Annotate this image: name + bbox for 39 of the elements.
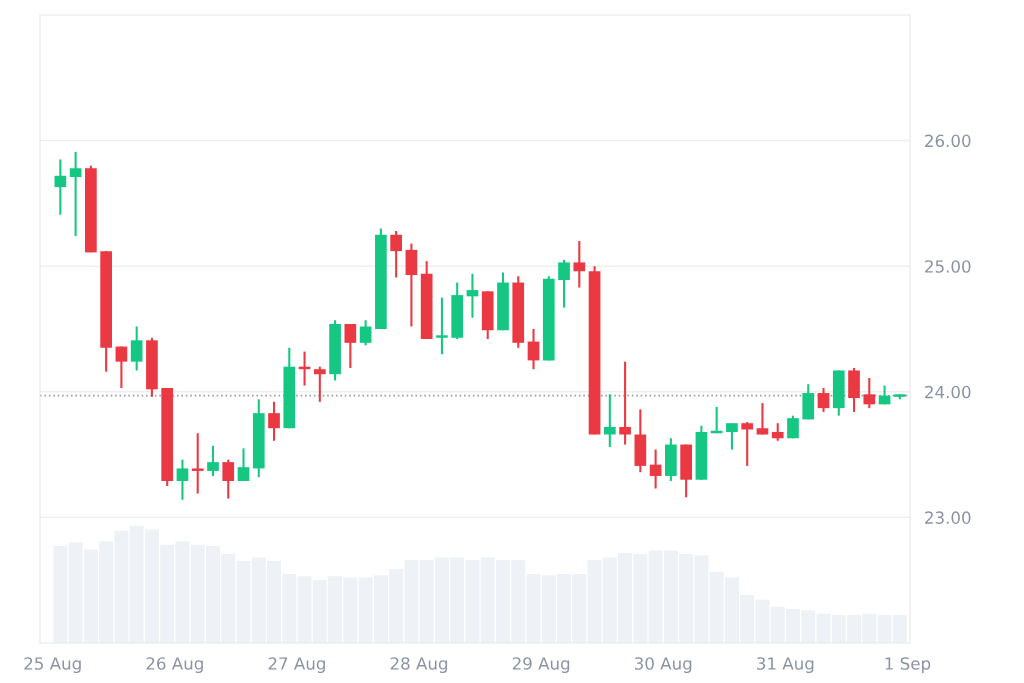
candlestick: [649, 448, 662, 490]
candlestick: [527, 327, 540, 371]
candlestick: [69, 150, 82, 238]
y-tick-label: 23.00: [925, 511, 971, 524]
candlestick: [573, 240, 586, 289]
candlestick: [130, 325, 143, 372]
candlestick: [237, 447, 250, 483]
y-tick-label: 24.00: [925, 385, 971, 399]
candlestick: [344, 322, 357, 369]
x-tick-label: 25 Aug: [24, 657, 81, 674]
candlestick: [268, 400, 280, 442]
candlestick: [466, 272, 479, 319]
x-tick-label: 28 Aug: [390, 657, 448, 674]
x-tick-label: 31 Aug: [757, 657, 814, 674]
candlestick: [603, 393, 616, 449]
candlestick: [863, 376, 876, 410]
candlestick: [436, 296, 448, 356]
candlestick: [115, 345, 128, 390]
x-tick-label: 30 Aug: [634, 657, 692, 674]
candlestick: [313, 365, 326, 403]
y-tick-label: 26.00: [925, 134, 971, 148]
candlestick: [191, 432, 204, 495]
x-tick-label: 27 Aug: [268, 657, 325, 674]
candlestick: [54, 158, 67, 216]
candlestick: [359, 319, 372, 347]
y-tick-label: 25.00: [925, 260, 971, 273]
candlestick: [619, 360, 631, 446]
candlestick: [817, 386, 830, 413]
candlestick: [176, 458, 189, 501]
x-tick-label: 1 Sep: [885, 657, 931, 674]
candlestick: [222, 458, 235, 500]
x-tick-label: 29 Aug: [512, 657, 570, 674]
candlestick: [756, 402, 769, 436]
candlestick: [390, 229, 402, 279]
candlestick: [558, 258, 570, 309]
candlestick: [726, 422, 738, 451]
x-tick-label: 26 Aug: [146, 657, 203, 674]
candlestick: [207, 444, 219, 477]
candlestick: [741, 420, 754, 467]
